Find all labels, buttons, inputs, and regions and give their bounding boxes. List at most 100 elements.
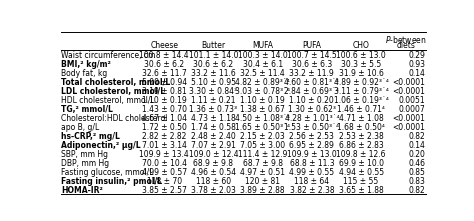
Text: 1.10 ± 0.19: 1.10 ± 0.19 [240, 96, 285, 105]
Text: 7.01 ± 3.14: 7.01 ± 3.14 [142, 141, 187, 150]
Text: 120 ± 81: 120 ± 81 [245, 177, 280, 186]
Text: 0.29: 0.29 [409, 51, 426, 60]
Text: BMI,² kg/m²: BMI,² kg/m² [62, 60, 111, 69]
Text: 100.3 ± 14.0: 100.3 ± 14.0 [238, 51, 288, 60]
Text: 118 ± 64: 118 ± 64 [294, 177, 329, 186]
Text: 0.14: 0.14 [409, 141, 426, 150]
Text: HDL cholesterol, mmol/L: HDL cholesterol, mmol/L [62, 96, 155, 105]
Text: 0.85: 0.85 [409, 168, 426, 177]
Text: 109.0 ± 12.4: 109.0 ± 12.4 [189, 150, 238, 159]
Text: Waist circumference, cm: Waist circumference, cm [62, 51, 156, 60]
Text: 1.46 ± 0.71⁴: 1.46 ± 0.71⁴ [337, 105, 385, 114]
Text: 1.30 ± 0.62³: 1.30 ± 0.62³ [288, 105, 336, 114]
Text: 4.60 ± 0.81³˙⁴: 4.60 ± 0.81³˙⁴ [284, 78, 339, 87]
Text: Adiponectin,² μg/L: Adiponectin,² μg/L [62, 141, 141, 150]
Text: 0.14: 0.14 [409, 69, 426, 78]
Text: 100.7 ± 14.5: 100.7 ± 14.5 [287, 51, 337, 60]
Text: 4.94 ± 0.55: 4.94 ± 0.55 [338, 168, 383, 177]
Text: 33.2 ± 11.6: 33.2 ± 11.6 [191, 69, 236, 78]
Text: 4.99 ± 0.55: 4.99 ± 0.55 [289, 168, 335, 177]
Text: 5.00 ± 0.94: 5.00 ± 0.94 [142, 78, 187, 87]
Text: 33.2 ± 11.9: 33.2 ± 11.9 [290, 69, 334, 78]
Text: DBP, mm Hg: DBP, mm Hg [62, 159, 109, 168]
Text: 118 ± 70: 118 ± 70 [146, 177, 182, 186]
Text: 4.71 ± 1.08: 4.71 ± 1.08 [339, 114, 383, 123]
Text: 2.84 ± 0.69³˙⁴: 2.84 ± 0.69³˙⁴ [284, 87, 339, 96]
Text: Body fat, kg: Body fat, kg [62, 69, 108, 78]
Text: 4.50 ± 1.08³˙⁴: 4.50 ± 1.08³˙⁴ [235, 114, 290, 123]
Text: TG,² mmol/L: TG,² mmol/L [62, 105, 113, 114]
Text: 115 ± 55: 115 ± 55 [344, 177, 379, 186]
Text: 3.89 ± 2.88: 3.89 ± 2.88 [240, 186, 285, 195]
Text: <0.0001: <0.0001 [392, 114, 426, 123]
Text: Fasting insulin,² pmol/L: Fasting insulin,² pmol/L [62, 177, 163, 186]
Text: 2.48 ± 2.40: 2.48 ± 2.40 [191, 132, 236, 141]
Text: 0.46: 0.46 [409, 159, 426, 168]
Text: 0.83: 0.83 [409, 177, 426, 186]
Text: 30.6 ± 6.2: 30.6 ± 6.2 [193, 60, 233, 69]
Text: 4.28 ± 1.01³˙⁴: 4.28 ± 1.01³˙⁴ [284, 114, 339, 123]
Text: 70.0 ± 10.4: 70.0 ± 10.4 [142, 159, 187, 168]
Text: <0.0001: <0.0001 [392, 87, 426, 96]
Text: 30.3 ± 5.5: 30.3 ± 5.5 [341, 60, 381, 69]
Text: 0.0051: 0.0051 [399, 96, 426, 105]
Text: 3.85 ± 2.57: 3.85 ± 2.57 [142, 186, 187, 195]
Text: 0.0007: 0.0007 [399, 105, 426, 114]
Text: 1.53 ± 0.50³˙⁴: 1.53 ± 0.50³˙⁴ [284, 123, 339, 132]
Text: 118 ± 60: 118 ± 60 [196, 177, 231, 186]
Text: 1.74 ± 0.58: 1.74 ± 0.58 [191, 123, 236, 132]
Text: 7.07 ± 2.91: 7.07 ± 2.91 [191, 141, 236, 150]
Text: Total cholesterol, mmol/L: Total cholesterol, mmol/L [62, 78, 171, 87]
Text: 30.4 ± 6.1: 30.4 ± 6.1 [243, 60, 283, 69]
Text: 3.78 ± 2.03: 3.78 ± 2.03 [191, 186, 236, 195]
Text: 101.1 ± 14.0: 101.1 ± 14.0 [189, 51, 238, 60]
Text: <0.0001: <0.0001 [392, 123, 426, 132]
Text: 4.96 ± 0.54: 4.96 ± 0.54 [191, 168, 236, 177]
Text: 1.10 ± 0.19: 1.10 ± 0.19 [142, 96, 186, 105]
Text: 100.8 ± 14.4: 100.8 ± 14.4 [139, 51, 189, 60]
Text: diets: diets [396, 41, 415, 50]
Text: 1.68 ± 0.50⁴: 1.68 ± 0.50⁴ [337, 123, 385, 132]
Text: 0.20: 0.20 [409, 150, 426, 159]
Text: 1.65 ± 0.50³˙⁴: 1.65 ± 0.50³˙⁴ [235, 123, 290, 132]
Text: Fasting glucose, mmol/L: Fasting glucose, mmol/L [62, 168, 154, 177]
Text: Cheese: Cheese [150, 41, 178, 50]
Text: 5.10 ± 0.95: 5.10 ± 0.95 [191, 78, 236, 87]
Text: 32.5 ± 11.4: 32.5 ± 11.4 [240, 69, 285, 78]
Text: 1.72 ± 0.50: 1.72 ± 0.50 [142, 123, 187, 132]
Text: 4.97 ± 0.51: 4.97 ± 0.51 [240, 168, 285, 177]
Text: 0.93: 0.93 [409, 60, 426, 69]
Text: 68.7 ± 9.8: 68.7 ± 9.8 [243, 159, 283, 168]
Text: PUFA: PUFA [302, 41, 321, 50]
Text: 2.53 ± 2.38: 2.53 ± 2.38 [339, 132, 383, 141]
Text: 1.10 ± 0.20: 1.10 ± 0.20 [290, 96, 334, 105]
Text: 1.43 ± 0.70: 1.43 ± 0.70 [142, 105, 187, 114]
Text: <0.0001: <0.0001 [392, 78, 426, 87]
Text: 111.4 ± 12.9: 111.4 ± 12.9 [238, 150, 287, 159]
Text: 109.9 ± 13.0: 109.9 ± 13.0 [287, 150, 337, 159]
Text: Butter: Butter [201, 41, 226, 50]
Text: 4.73 ± 1.18: 4.73 ± 1.18 [191, 114, 236, 123]
Text: 1.36 ± 0.73³: 1.36 ± 0.73³ [189, 105, 237, 114]
Text: LDL cholesterol, mmol/L: LDL cholesterol, mmol/L [62, 87, 165, 96]
Text: 0.82: 0.82 [409, 186, 426, 195]
Text: 3.65 ± 1.88: 3.65 ± 1.88 [339, 186, 383, 195]
Text: 3.11 ± 0.79³˙⁴: 3.11 ± 0.79³˙⁴ [334, 87, 389, 96]
Text: SBP, mm Hg: SBP, mm Hg [62, 150, 109, 159]
Text: 2.15 ± 2.03: 2.15 ± 2.03 [240, 132, 285, 141]
Text: 3.82 ± 2.38: 3.82 ± 2.38 [290, 186, 334, 195]
Text: 30.6 ± 6.3: 30.6 ± 6.3 [292, 60, 332, 69]
Text: 1.38 ± 0.67: 1.38 ± 0.67 [240, 105, 285, 114]
Text: 68.9 ± 9.8: 68.9 ± 9.8 [193, 159, 233, 168]
Text: 0.82: 0.82 [409, 132, 426, 141]
Text: 69.9 ± 10.0: 69.9 ± 10.0 [338, 159, 383, 168]
Text: 109.8 ± 12.6: 109.8 ± 12.6 [337, 150, 386, 159]
Text: 4.82 ± 0.89³˙⁴: 4.82 ± 0.89³˙⁴ [235, 78, 290, 87]
Text: 2.56 ± 2.53: 2.56 ± 2.53 [290, 132, 334, 141]
Text: 68.8 ± 11.3: 68.8 ± 11.3 [290, 159, 334, 168]
Text: $\it{P}$-between: $\it{P}$-between [385, 34, 427, 45]
Text: 7.05 ± 3.00: 7.05 ± 3.00 [240, 141, 285, 150]
Text: 4.99 ± 0.57: 4.99 ± 0.57 [142, 168, 187, 177]
Text: CHO: CHO [353, 41, 370, 50]
Text: 100.6 ± 13.0: 100.6 ± 13.0 [336, 51, 386, 60]
